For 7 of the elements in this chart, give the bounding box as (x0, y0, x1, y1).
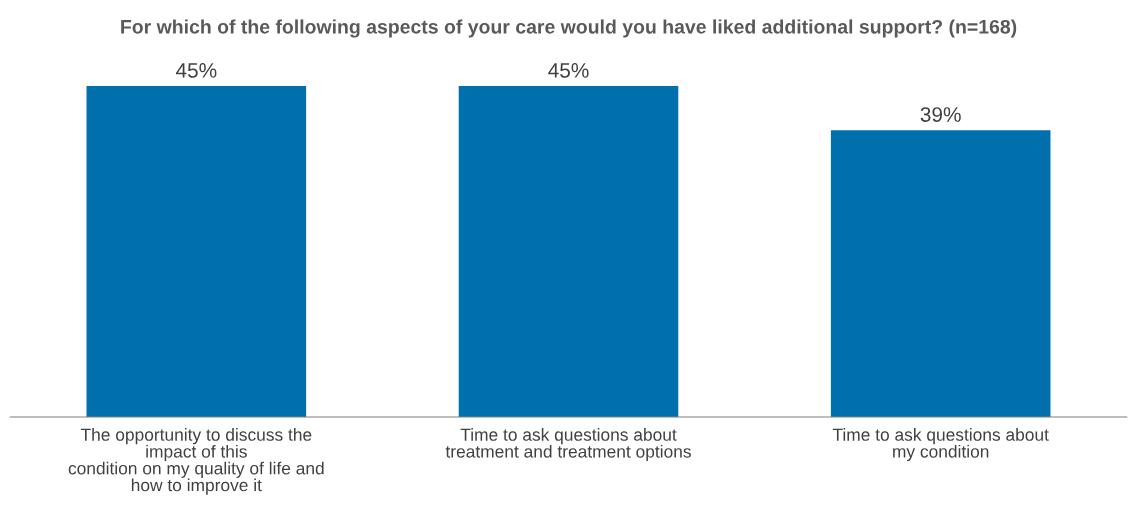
data-label: 45% (548, 63, 589, 78)
x-tick-label: The opportunity to discuss the impact of this condition on my quality of life and how to improve it (68, 428, 324, 495)
chart-title: For which of the following aspects of your care would you have liked additional support? (n=168) (121, 19, 1017, 38)
data-label: 45% (175, 63, 217, 78)
data-label: 39% (920, 107, 961, 122)
x-tick-label: Time to ask questions about treatment and treatment options (445, 428, 691, 462)
x-tick-label: Time to ask questions about my condition (832, 428, 1049, 462)
